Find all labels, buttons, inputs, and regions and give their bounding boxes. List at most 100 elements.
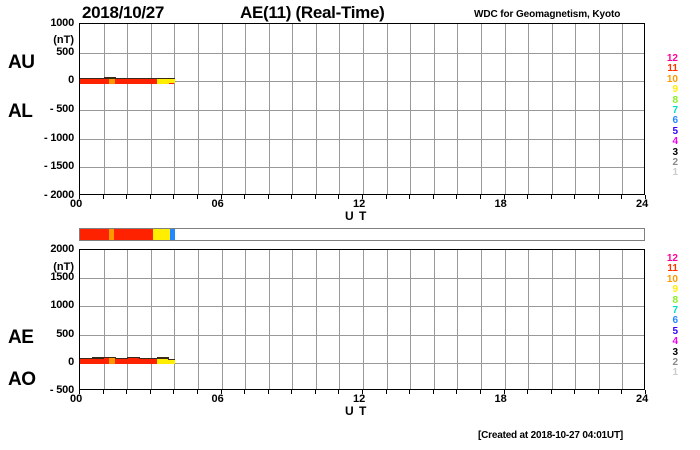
top-x-tickmark [338,195,339,199]
legend-item-2: 2 [672,356,678,368]
trace-segment [138,362,145,364]
page-title: AE(11) (Real-Time) [240,3,385,22]
trace-segment [91,82,98,84]
trace-segment [156,82,163,85]
top-x-tickmark [268,195,269,199]
top-x-axis-title: U T [345,209,368,223]
bottom-y-tick-label: 1500 [50,271,74,284]
bottom-x-tickmark [338,390,339,394]
trace-segment [138,359,145,362]
top-y-tick-label: - 1500 [44,160,74,173]
bottom-x-tickmark [386,390,387,394]
trace-segment [109,78,116,81]
legend-item-9: 9 [672,284,678,296]
trace-envelope-segment [80,358,87,364]
legend-item-3: 3 [672,146,678,158]
legend-item-9: 9 [672,84,678,96]
trace-upper-edge [138,358,146,360]
trace-envelope-segment [150,78,158,84]
legend-item-11: 11 [667,263,678,275]
trace-segment [127,362,134,364]
top-data-trace [80,24,644,194]
trace-segment [85,82,92,84]
trace-envelope-segment [91,78,99,85]
trace-upper-edge [133,357,140,359]
trace-segment [121,359,128,361]
legend-item-6: 6 [672,315,678,327]
trace-segment [150,79,157,81]
trace-segment [144,362,151,364]
top-x-tickmark [409,195,410,199]
bottom-x-tickmark [504,390,505,394]
trace-segment [162,362,169,364]
trace-segment [80,82,86,84]
bottom-x-tick-label: 06 [211,393,224,405]
bottom-x-tickmark [221,390,222,394]
trace-envelope-segment [162,78,170,85]
top-x-tickmark [504,195,505,199]
coverage-segment [80,229,110,240]
trace-segment [162,358,169,361]
trace-segment [91,79,98,81]
trace-segment [97,362,104,364]
top-x-tick-label: 06 [211,198,224,210]
bottom-unit-label: (nT) [53,261,74,273]
trace-segment [115,82,122,84]
trace-upper-edge [121,77,128,80]
trace-envelope-segment [144,78,152,84]
trace-segment [103,358,110,360]
trace-segment [127,82,134,85]
trace-upper-edge [91,357,99,359]
top-gridlines [80,24,644,194]
trace-segment [80,362,86,364]
trace-segment [97,82,104,84]
trace-segment [109,82,116,85]
trace-segment [144,79,151,81]
series-label-ae: AE [8,327,34,348]
bottom-y-tick-label: 1000 [50,299,74,312]
top-x-tick-label: 12 [353,198,366,210]
trace-envelope-segment [156,78,164,85]
trace-upper-edge [168,358,175,360]
trace-envelope-segment [115,78,122,84]
bottom-x-tickmark [645,390,646,394]
trace-envelope-segment [97,78,105,85]
trace-segment [156,358,163,361]
trace-upper-edge [133,77,140,79]
trace-segment [127,78,134,81]
trace-upper-edge [91,77,99,79]
bottom-x-tickmark [480,390,481,394]
trace-upper-edge [85,358,93,360]
trace-envelope-segment [168,358,175,364]
bottom-gridlines [80,250,644,389]
trace-segment [168,359,175,362]
trace-envelope-segment [97,357,105,364]
trace-segment [85,359,92,361]
trace-envelope-segment [133,357,140,364]
bottom-x-tick-label: 00 [70,393,83,405]
data-source-attribution: WDC for Geomagnetism, Kyoto [474,9,621,20]
trace-upper-edge [144,357,152,359]
trace-segment [144,82,151,84]
top-x-tickmark [291,195,292,199]
legend-item-10: 10 [666,73,678,85]
legend-item-3: 3 [672,346,678,358]
top-x-tickmark [386,195,387,199]
trace-segment [121,79,128,81]
top-x-tickmark [574,195,575,199]
trace-upper-edge [109,77,116,79]
top-x-tickmark [315,195,316,199]
bottom-x-tickmark [433,390,434,394]
legend-item-11: 11 [667,63,678,75]
coverage-segment [170,229,176,240]
trace-upper-edge [103,356,111,359]
top-color-legend: 12 11 10 9 8 7 6 5 4 3 2 1 [652,53,678,179]
trace-segment [168,362,175,364]
series-label-au: AU [8,52,35,73]
coverage-segment [114,229,153,240]
bottom-x-tickmark [291,390,292,394]
trace-segment [127,358,134,361]
top-x-tickmark [197,195,198,199]
bottom-x-tickmark [527,390,528,394]
legend-item-7: 7 [672,104,678,116]
